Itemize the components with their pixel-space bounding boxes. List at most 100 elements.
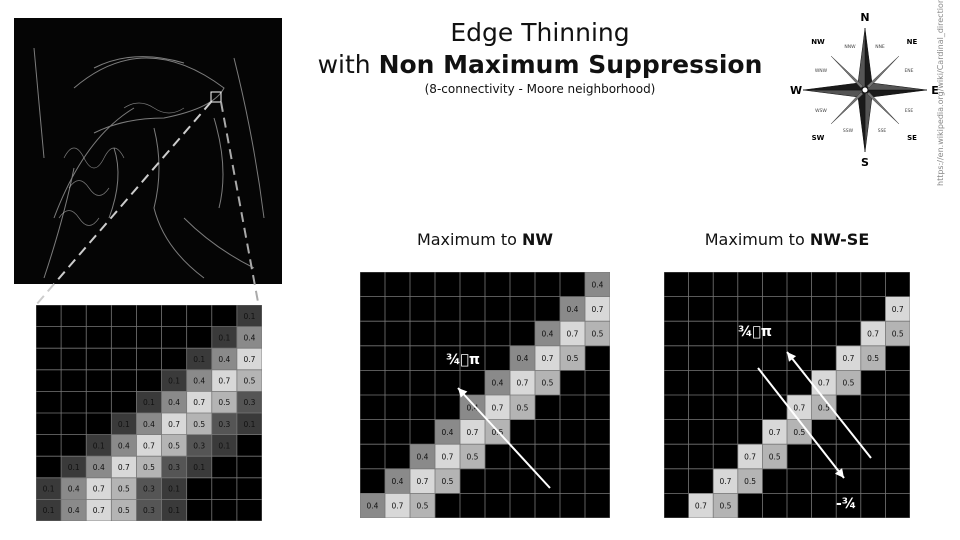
compass-wsw: WSW [815, 108, 827, 114]
arrow-nw-direction-head [787, 352, 797, 362]
grid-cell [161, 391, 187, 413]
grid-cell [211, 369, 237, 392]
label-nw-bold: NW [522, 230, 554, 249]
cell-value: 0.7 [542, 354, 554, 363]
grid-cell [161, 477, 187, 500]
grid-cell [510, 395, 535, 420]
grid-cell [186, 391, 212, 413]
cell-value: 0.7 [168, 420, 180, 429]
grid-maximum-nw-se: 0.7 0.7 0.5 0.7 0.5 0.7 0.5 0.7 0.5 0.7 0.5 0.7 0.5 0… [664, 272, 910, 518]
grid-cell [211, 326, 237, 349]
compass-rose: N E S W NE SE SW NW NNE ENE ESE SSE SSW … [790, 11, 939, 168]
grid-cell [111, 413, 137, 435]
compass-s: S [861, 156, 869, 168]
grid-cell [460, 419, 485, 445]
grid-cell [435, 468, 460, 494]
grid-cell [485, 370, 510, 395]
label-nwse: Maximum to NW-SE [664, 230, 910, 249]
cell-value: 0.7 [193, 398, 205, 407]
cell-value: 0.4 [93, 463, 105, 472]
cell-value: 0.4 [492, 379, 504, 388]
cell-value: 0.7 [867, 330, 879, 339]
cell-value: 0.5 [143, 463, 155, 472]
grid-cell [161, 499, 187, 521]
grid-cell [36, 499, 62, 521]
grid-cell [186, 413, 212, 435]
cell-value: 0.1 [168, 485, 180, 494]
arrow-nw-head [458, 388, 468, 398]
cell-value: 0.5 [467, 453, 479, 462]
grid-cell [737, 444, 763, 469]
cell-value: 0.5 [193, 420, 205, 429]
grid-cell [688, 493, 714, 518]
cell-value: 0.5 [218, 398, 230, 407]
grid-cell [713, 468, 738, 494]
grid-cell [535, 345, 560, 371]
grid-cell [111, 499, 137, 521]
cell-value: 0.4 [517, 354, 529, 363]
arrow-nw [457, 387, 551, 489]
compass-w: W [790, 84, 802, 97]
cell-value: 0.4 [68, 485, 80, 494]
cell-value: 0.7 [567, 330, 579, 339]
grid-cell [211, 434, 237, 457]
cell-value: 0.7 [118, 463, 130, 472]
cell-value: 0.7 [695, 502, 707, 511]
cell-value: 0.1 [43, 506, 55, 515]
cell-value: 0.1 [118, 420, 130, 429]
cell-value: 0.3 [218, 420, 230, 429]
grid-cell [762, 419, 787, 445]
cell-value: 0.5 [417, 502, 429, 511]
cell-value: 0.1 [243, 420, 255, 429]
cell-value: 0.3 [168, 463, 180, 472]
cell-value: 0.1 [193, 355, 205, 364]
grid-cell [186, 456, 212, 478]
cell-value: 0.5 [567, 354, 579, 363]
cell-value: 0.7 [467, 428, 479, 437]
cell-value: 0.7 [93, 506, 105, 515]
title-line2-bold: Non Maximum Suppression [378, 50, 763, 79]
grid-cell [585, 296, 610, 322]
subtitle: (8-connectivity - Moore neighborhood) [424, 82, 656, 96]
grid-cell [161, 456, 187, 478]
grid-cell [535, 321, 560, 346]
compass-nnw: NNW [844, 44, 856, 50]
cell-value: 0.5 [442, 477, 454, 486]
cell-value: 0.1 [143, 398, 155, 407]
compass-se: SE [907, 134, 917, 142]
cell-value: 0.5 [118, 506, 130, 515]
grid-cell [36, 477, 62, 500]
cell-value: 0.7 [517, 379, 529, 388]
cell-value: 0.5 [720, 502, 732, 511]
cell-value: 0.4 [218, 355, 230, 364]
angle-label-nw: ¾⃞π [446, 352, 480, 368]
grid-cell [885, 296, 910, 322]
grid-cell [811, 370, 837, 395]
edge-image [14, 18, 282, 284]
grid-cell [111, 456, 137, 478]
grid-cell [460, 395, 485, 420]
arrow-nw-direction [786, 351, 872, 459]
grid-cell [86, 456, 112, 478]
grid-cell [435, 419, 460, 445]
cell-value: 0.4 [193, 377, 205, 386]
cell-value: 0.4 [592, 280, 604, 289]
cell-value: 0.1 [93, 441, 105, 450]
grid-cell [236, 413, 262, 435]
angle-label-bottom: -¾ [836, 496, 856, 512]
cell-value: 0.1 [68, 463, 80, 472]
cell-value: 0.5 [592, 330, 604, 339]
grid-cell [560, 296, 585, 322]
cell-value: 0.1 [168, 377, 180, 386]
cell-value: 0.7 [793, 403, 805, 412]
cell-value: 0.7 [442, 453, 454, 462]
cell-value: 0.1 [218, 441, 230, 450]
grid-cell [585, 321, 610, 346]
compass-nw: NW [811, 38, 825, 46]
grid-cell [136, 413, 162, 435]
compass-n: N [860, 11, 869, 24]
grid-cell [713, 493, 738, 518]
cell-value: 0.4 [243, 333, 255, 342]
grid-cell [560, 321, 585, 346]
